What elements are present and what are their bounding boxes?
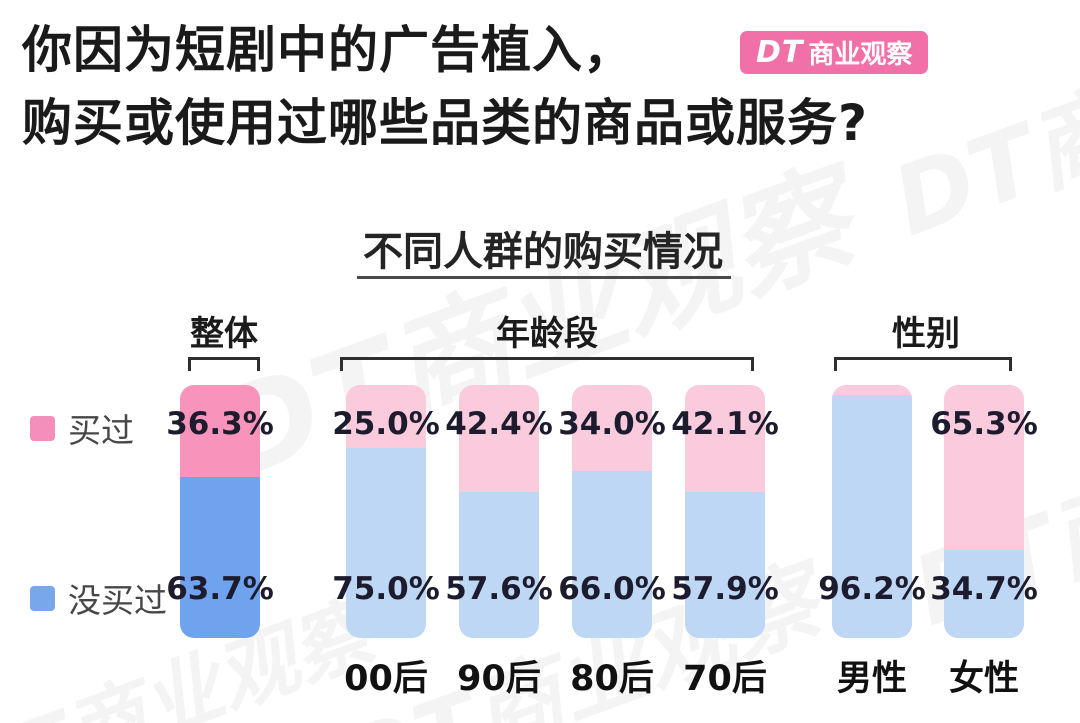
bracket-gender [834,357,1012,371]
page-title-line-2: 购买或使用过哪些品类的商品或服务? [22,94,869,152]
legend-swatch-not-bought-icon [30,585,55,611]
legend-item-bought: 买过 [30,404,134,452]
segment-bought-post-00 [346,385,426,449]
segment-bought-post-70 [685,385,765,492]
dt-business-watch-logo: DT 商业观察 [740,31,929,74]
chart-title: 不同人群的购买情况 [363,229,723,275]
category-label-post-90: 90后 [457,659,541,699]
segment-not-bought-post-90 [459,492,539,638]
legend-swatch-bought-icon [30,415,55,441]
not-bought-value-post-70: 57.9% [671,571,779,607]
logo-dt-text: DT [756,35,804,70]
bought-value-female: 65.3% [930,406,1038,442]
bought-value-post-90: 42.4% [445,406,553,442]
not-bought-value-post-90: 57.6% [445,571,553,607]
segment-bought-overall [180,385,260,477]
bar-post-80 [572,385,652,638]
page-title-line-1: 你因为短剧中的广告植入， [22,21,634,79]
segment-not-bought-post-00 [346,448,426,638]
bracket-age [340,357,754,371]
legend-item-not-bought: 没买过 [30,574,167,622]
segment-not-bought-female [944,550,1024,638]
segment-bought-female [944,385,1024,551]
group-label-overall: 整体 [190,314,258,354]
bought-value-overall: 36.3% [166,406,274,442]
legend-label-bought: 买过 [68,411,134,450]
not-bought-value-male: 96.2% [818,571,926,607]
category-label-post-00: 00后 [344,659,428,699]
category-label-female: 女性 [948,659,1020,699]
page-title: 你因为短剧中的广告植入， 购买或使用过哪些品类的商品或服务? [22,14,868,160]
logo-name-text: 商业观察 [808,40,913,70]
bar-post-00 [346,385,426,638]
bar-female [944,385,1024,638]
segment-bought-post-90 [459,385,539,493]
category-label-post-80: 80后 [570,659,654,699]
segment-not-bought-post-80 [572,471,652,638]
not-bought-value-post-00: 75.0% [332,571,440,607]
segment-bought-post-80 [572,385,652,472]
chart-title-underline [357,276,731,279]
bar-post-70 [685,385,765,638]
bought-value-post-70: 42.1% [671,406,779,442]
segment-not-bought-post-70 [685,491,765,638]
legend-label-not-bought: 没买过 [68,581,167,620]
not-bought-value-female: 34.7% [930,571,1038,607]
category-label-post-70: 70后 [683,659,767,699]
segment-bought-male [832,385,912,395]
bracket-overall [188,357,260,371]
category-label-male: 男性 [836,659,908,699]
bar-overall [180,385,260,638]
bar-male [832,385,912,638]
bought-value-post-00: 25.0% [332,406,440,442]
not-bought-value-overall: 63.7% [166,571,274,607]
group-label-gender: 性别 [892,314,960,354]
bar-post-90 [459,385,539,638]
segment-not-bought-male [832,394,912,638]
group-label-age: 年龄段 [496,314,598,354]
bought-value-post-80: 34.0% [558,406,666,442]
not-bought-value-post-80: 66.0% [558,571,666,607]
segment-not-bought-overall [180,476,260,638]
